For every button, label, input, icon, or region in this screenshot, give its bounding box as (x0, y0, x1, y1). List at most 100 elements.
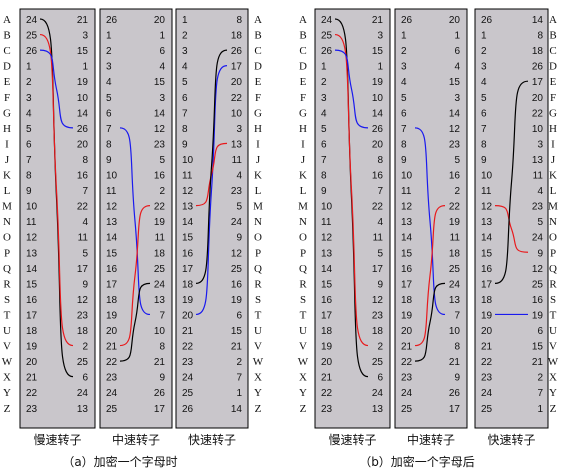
alphabet-letter-right: T (255, 309, 262, 321)
rotor-right-number: 20 (449, 15, 461, 26)
rotor-left-number: 12 (481, 202, 493, 213)
rotor-right-number: 23 (532, 202, 544, 213)
rotor-left-number: 5 (182, 77, 188, 88)
rotor-right-number: 12 (449, 124, 461, 135)
rotor-right-number: 5 (377, 248, 383, 259)
rotor-left-number: 12 (182, 186, 194, 197)
rotor-right-number: 18 (449, 248, 461, 259)
rotor-left-number: 14 (321, 264, 333, 275)
rotor-right-number: 26 (372, 124, 384, 135)
rotor-right-number: 2 (377, 342, 383, 353)
rotor-left-number: 21 (106, 342, 118, 353)
alphabet-letter-right: N (254, 216, 262, 228)
rotor-left-number: 21 (481, 342, 493, 353)
alphabet-letter-right: G (254, 107, 262, 119)
rotor-right-number: 21 (532, 357, 544, 368)
rotor-right-number: 24 (77, 388, 89, 399)
rotor-left-number: 19 (182, 295, 194, 306)
rotor-left-number: 9 (401, 155, 407, 166)
rotor-right-number: 9 (377, 279, 383, 290)
rotor-left-number: 18 (182, 279, 194, 290)
rotor-right-number: 15 (77, 46, 89, 57)
rotor-right-number: 25 (449, 264, 461, 275)
rotor-left-number: 13 (106, 217, 118, 228)
rotor-left-number: 8 (106, 139, 112, 150)
rotor-left-number: 26 (401, 15, 413, 26)
rotor-right-number: 3 (159, 93, 165, 104)
alphabet-letter-right: J (551, 154, 556, 166)
rotor-left-number: 23 (182, 357, 194, 368)
rotor-right-number: 20 (372, 139, 384, 150)
rotor-left-number: 9 (182, 139, 188, 150)
wire-black (494, 80, 529, 284)
rotor-right-number: 19 (372, 77, 384, 88)
rotor-left-number: 13 (182, 202, 194, 213)
rotor-right-number: 12 (77, 295, 89, 306)
rotor-right-number: 6 (537, 326, 543, 337)
rotor-left-number: 24 (401, 388, 413, 399)
alphabet-letter-left: F (4, 92, 10, 104)
rotor-right-number: 11 (232, 155, 243, 166)
rotor-right-number: 7 (454, 310, 460, 321)
alphabet-letter-right: L (550, 185, 557, 197)
alphabet-letter-left: U (299, 325, 307, 337)
alphabet-letter-right: A (549, 14, 557, 26)
rotor-left-number: 10 (321, 202, 333, 213)
rotor-right-number: 13 (154, 295, 166, 306)
rotor-left-number: 12 (321, 233, 333, 244)
rotor-right-number: 13 (231, 139, 243, 150)
rotor-right-number: 14 (532, 15, 544, 26)
rotor-right-number: 9 (82, 279, 88, 290)
rotor-right-number: 23 (449, 139, 461, 150)
rotor-left-number: 21 (26, 373, 38, 384)
rotor-left-number: 3 (106, 62, 112, 73)
rotor-right-number: 4 (159, 62, 165, 73)
alphabet-letter-right: K (254, 170, 262, 182)
rotor-right-number: 6 (377, 373, 383, 384)
alphabet-letter-left: F (300, 92, 306, 104)
rotor-left-number: 26 (106, 15, 118, 26)
rotor-left-number: 6 (481, 108, 487, 119)
rotor-left-number: 22 (182, 342, 194, 353)
rotor-left-number: 16 (481, 264, 493, 275)
rotor-left-number: 14 (26, 264, 38, 275)
rotor-right-number: 7 (159, 310, 165, 321)
rotor-left-number: 6 (26, 139, 32, 150)
alphabet-letter-right: Z (550, 403, 557, 415)
rotor-right-number: 2 (537, 373, 543, 384)
alphabet-letter-left: C (3, 45, 10, 57)
rotor-left-number: 22 (106, 357, 118, 368)
rotor-right-number: 14 (154, 108, 166, 119)
rotor-right-number: 10 (372, 93, 384, 104)
rotor-right-number: 1 (236, 388, 242, 399)
rotor-left-number: 13 (321, 248, 333, 259)
rotor-right-number: 13 (449, 295, 461, 306)
rotor-left-number: 20 (401, 326, 413, 337)
alphabet-letter-right: A (254, 14, 262, 26)
rotor-right-number: 6 (159, 46, 165, 57)
rotor-right-number: 1 (82, 62, 88, 73)
alphabet-letter-right: T (550, 309, 557, 321)
rotor-left-number: 7 (182, 108, 188, 119)
rotor-right-number: 3 (377, 31, 383, 42)
rotor-left-number: 2 (106, 46, 112, 57)
rotor-right-number: 19 (231, 295, 243, 306)
rotor-left-number: 1 (401, 31, 407, 42)
rotor-left-number: 4 (481, 77, 487, 88)
rotor-right-number: 23 (77, 310, 89, 321)
rotor-left-number: 16 (321, 295, 333, 306)
rotor-right-number: 18 (372, 326, 384, 337)
rotor-left-number: 6 (106, 108, 112, 119)
alphabet-letter-left: K (3, 170, 11, 182)
alphabet-letter-left: M (298, 201, 308, 213)
alphabet-letter-right: Y (549, 387, 557, 399)
rotor-left-number: 13 (26, 248, 38, 259)
alphabet-letter-left: H (299, 123, 307, 135)
rotor-right-number: 16 (532, 295, 544, 306)
rotor-right-number: 26 (449, 388, 461, 399)
alphabet-letter-right: I (551, 138, 555, 150)
rotor-left-number: 8 (321, 171, 327, 182)
rotor-right-number: 16 (231, 279, 243, 290)
alphabet-letter-left: S (4, 294, 10, 306)
rotor-right-number: 21 (372, 15, 384, 26)
